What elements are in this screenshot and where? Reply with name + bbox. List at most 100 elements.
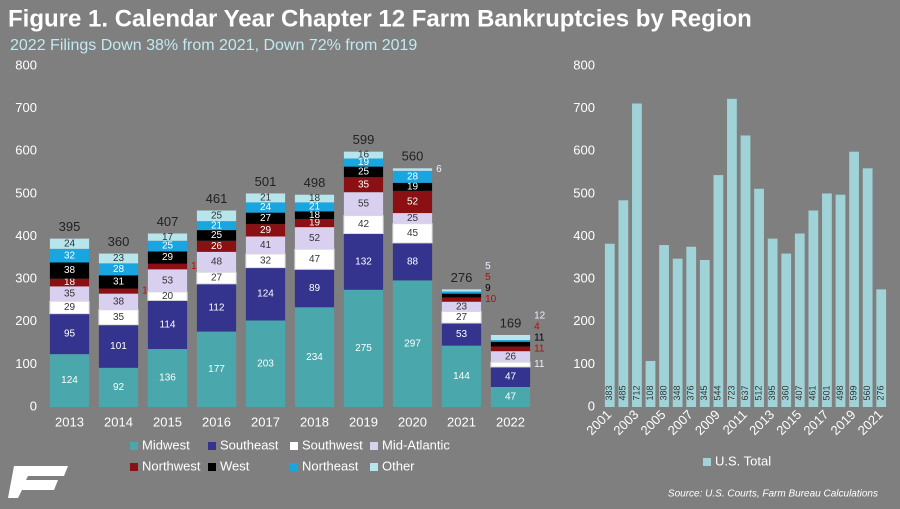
- data-label: 27: [260, 213, 272, 224]
- data-label: 376: [686, 385, 696, 400]
- bar-segment: [441, 293, 482, 298]
- data-label: 23: [113, 253, 125, 264]
- bar-segment: [147, 300, 188, 350]
- data-label: 407: [794, 385, 804, 400]
- data-label: 53: [162, 275, 174, 286]
- data-label: 24: [260, 202, 272, 213]
- y-tick-label: 800: [573, 57, 595, 72]
- y-tick-label: 300: [573, 271, 595, 286]
- data-label: 234: [306, 352, 323, 363]
- bar: [754, 188, 764, 407]
- x-tick-label: 2018: [300, 414, 329, 429]
- bar: [645, 360, 656, 407]
- data-label: 52: [309, 233, 321, 244]
- data-label: 124: [61, 375, 78, 386]
- data-label: 18: [309, 210, 321, 221]
- logo: [8, 466, 68, 498]
- data-label: 11: [534, 359, 545, 370]
- legend-swatch: [208, 463, 216, 471]
- bar: [632, 103, 642, 407]
- legend-swatch: [290, 463, 298, 471]
- legend-swatch: [370, 463, 378, 471]
- bar-segment: [392, 242, 433, 281]
- bar-segment: [196, 283, 237, 332]
- total-label: 360: [108, 234, 130, 249]
- data-label: 95: [64, 329, 76, 340]
- data-label: 560: [862, 385, 872, 400]
- data-label: 380: [658, 385, 668, 400]
- data-label: 108: [645, 385, 655, 400]
- bar-segment: [294, 269, 335, 308]
- bar-segment: [245, 212, 286, 225]
- bar-segment: [294, 194, 335, 203]
- bar-segment: [343, 233, 384, 290]
- bar: [659, 245, 669, 407]
- data-label: 25: [162, 241, 174, 252]
- bar-segment: [245, 236, 286, 254]
- total-label: 501: [255, 174, 277, 189]
- legend-swatch: [130, 463, 138, 471]
- y-tick-label: 500: [573, 185, 595, 200]
- bar: [713, 175, 724, 407]
- bar-segment: [49, 354, 90, 407]
- legend-swatch: [370, 442, 378, 450]
- legend-label: Mid-Atlantic: [382, 437, 450, 452]
- bar-segment: [441, 301, 482, 312]
- y-tick-label: 500: [15, 185, 37, 200]
- y-tick-label: 100: [15, 356, 37, 371]
- data-label: 47: [309, 254, 321, 265]
- bar-segment: [343, 158, 384, 167]
- data-label: 53: [456, 329, 468, 340]
- x-tick-label: 2015: [153, 414, 182, 429]
- total-label: 407: [157, 214, 179, 229]
- data-label: 21: [260, 193, 272, 204]
- bar-segment: [294, 307, 335, 407]
- bar-segment: [147, 251, 188, 264]
- y-tick-label: 600: [15, 143, 37, 158]
- x-tick-label: 2020: [398, 414, 427, 429]
- data-label: 38: [64, 265, 76, 276]
- data-label: 47: [505, 372, 517, 383]
- bar-segment: [196, 240, 237, 252]
- bar-segment: [490, 361, 531, 368]
- data-label: 35: [113, 312, 125, 323]
- bar-segment: [147, 240, 188, 252]
- bar-segment: [294, 202, 335, 212]
- data-label: 23: [456, 301, 468, 312]
- bar-segment: [343, 166, 384, 178]
- data-label: 52: [407, 197, 419, 208]
- x-tick-label: 2022: [496, 414, 525, 429]
- total-label: 169: [500, 315, 522, 330]
- bar: [794, 233, 805, 407]
- data-label: 21: [211, 220, 223, 231]
- legend-swatch: [130, 442, 138, 450]
- legend-swatch: [290, 442, 298, 450]
- data-label: 25: [211, 230, 223, 241]
- y-tick-label: 200: [573, 313, 595, 328]
- legend-label: Southwest: [302, 437, 363, 452]
- data-label: 42: [358, 219, 370, 230]
- data-label: 10: [485, 294, 497, 305]
- bar-segment: [441, 345, 482, 407]
- bar-segment: [98, 253, 139, 264]
- data-label: 25: [211, 210, 223, 221]
- bar-segment: [441, 297, 482, 302]
- bar-segment: [392, 213, 433, 224]
- bar: [727, 98, 737, 407]
- bar-segment: [294, 219, 335, 228]
- data-label: 383: [604, 385, 614, 400]
- x-tick-label: 2014: [104, 414, 133, 429]
- bar-segment: [245, 224, 286, 237]
- y-tick-label: 700: [15, 100, 37, 115]
- data-label: 101: [110, 341, 127, 352]
- data-label: 395: [767, 385, 777, 400]
- bar-segment: [49, 238, 90, 249]
- total-label: 461: [206, 191, 228, 206]
- bar: [672, 258, 683, 407]
- data-label: 637: [740, 385, 750, 400]
- y-tick-label: 100: [573, 356, 595, 371]
- data-label: 11: [534, 343, 545, 354]
- y-tick-label: 400: [573, 228, 595, 243]
- bar: [767, 238, 778, 407]
- data-label: 5: [485, 261, 491, 272]
